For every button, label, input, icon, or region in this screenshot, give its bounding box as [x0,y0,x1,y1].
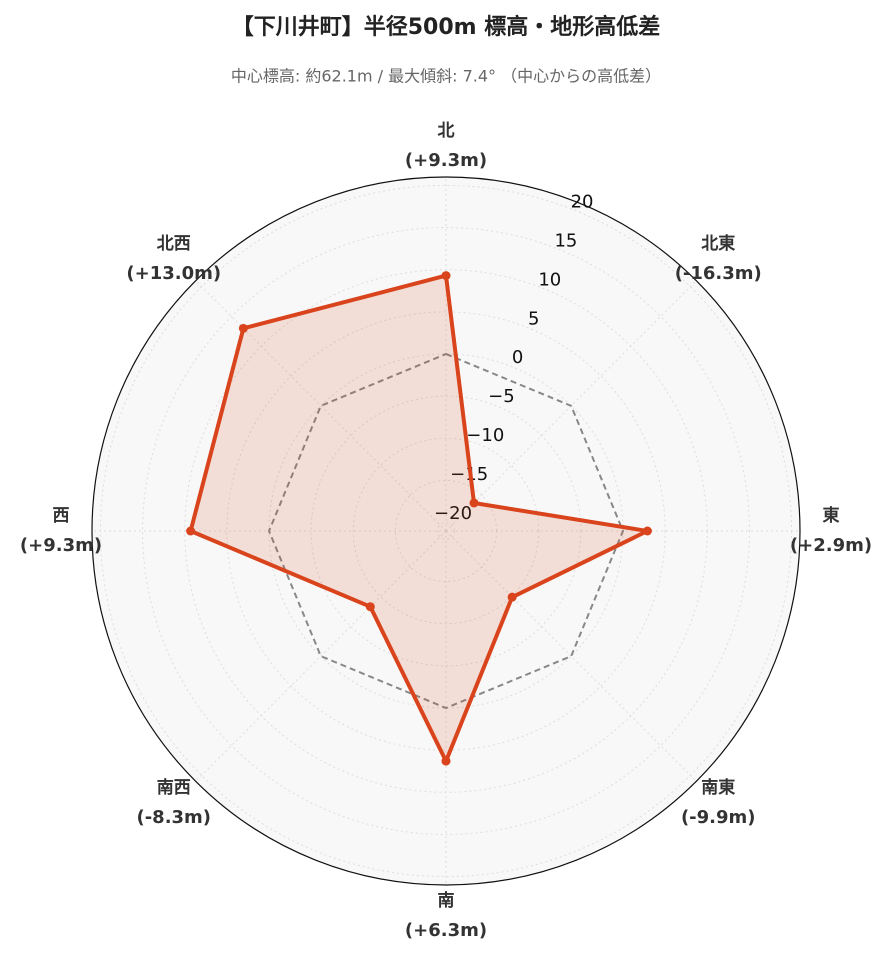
data-point [469,498,479,508]
grid-circle [352,437,540,625]
baseline [267,352,625,710]
grid-circle [310,395,582,667]
grid-circle [437,522,455,540]
value-label: (+13.0m) [126,263,221,284]
plot-border [91,176,801,886]
chart-subtitle: 中心標高: 約62.1m / 最大傾斜: 7.4° （中心からの高低差） [231,67,661,86]
category-label: 西 [53,506,70,526]
r-tick-label: −5 [488,386,515,407]
grid-spoke [445,530,697,782]
grid-circle [226,311,666,751]
data-point [642,526,652,536]
grid-circle [142,227,750,835]
category-label: 北東 [701,233,735,254]
data-point [441,756,451,766]
category-label: 南 [438,890,455,911]
value-label: (+9.3m) [405,150,487,171]
r-tick-label: 5 [528,308,539,329]
category-label: 北 [438,121,455,141]
r-tick-label: 15 [554,230,577,251]
category-label: 北西 [157,234,191,254]
data-point [507,592,517,602]
data-point [441,271,451,281]
value-label: (-8.3m) [136,807,211,828]
category-label: 東 [823,505,840,526]
data-point [186,526,196,536]
data-point [365,602,375,612]
chart-title: 【下川井町】半径500m 標高・地形高低差 [232,14,661,40]
category-label: 南東 [701,777,735,798]
value-label: (-16.3m) [675,263,762,284]
data-point [238,323,248,333]
value-label: (+6.3m) [405,920,487,941]
r-tick-label: −10 [466,425,504,446]
category-label: 南西 [157,777,191,798]
value-label: (-9.9m) [681,807,756,828]
r-tick-label: −20 [434,503,472,524]
r-tick-label: 10 [538,269,561,290]
r-tick-label: 20 [571,191,594,212]
value-label: (+2.9m) [790,535,872,556]
r-tick-label: 0 [512,347,523,368]
grid-spoke [195,530,447,782]
value-label: (+9.3m) [20,535,102,556]
grid-spoke [195,280,447,532]
